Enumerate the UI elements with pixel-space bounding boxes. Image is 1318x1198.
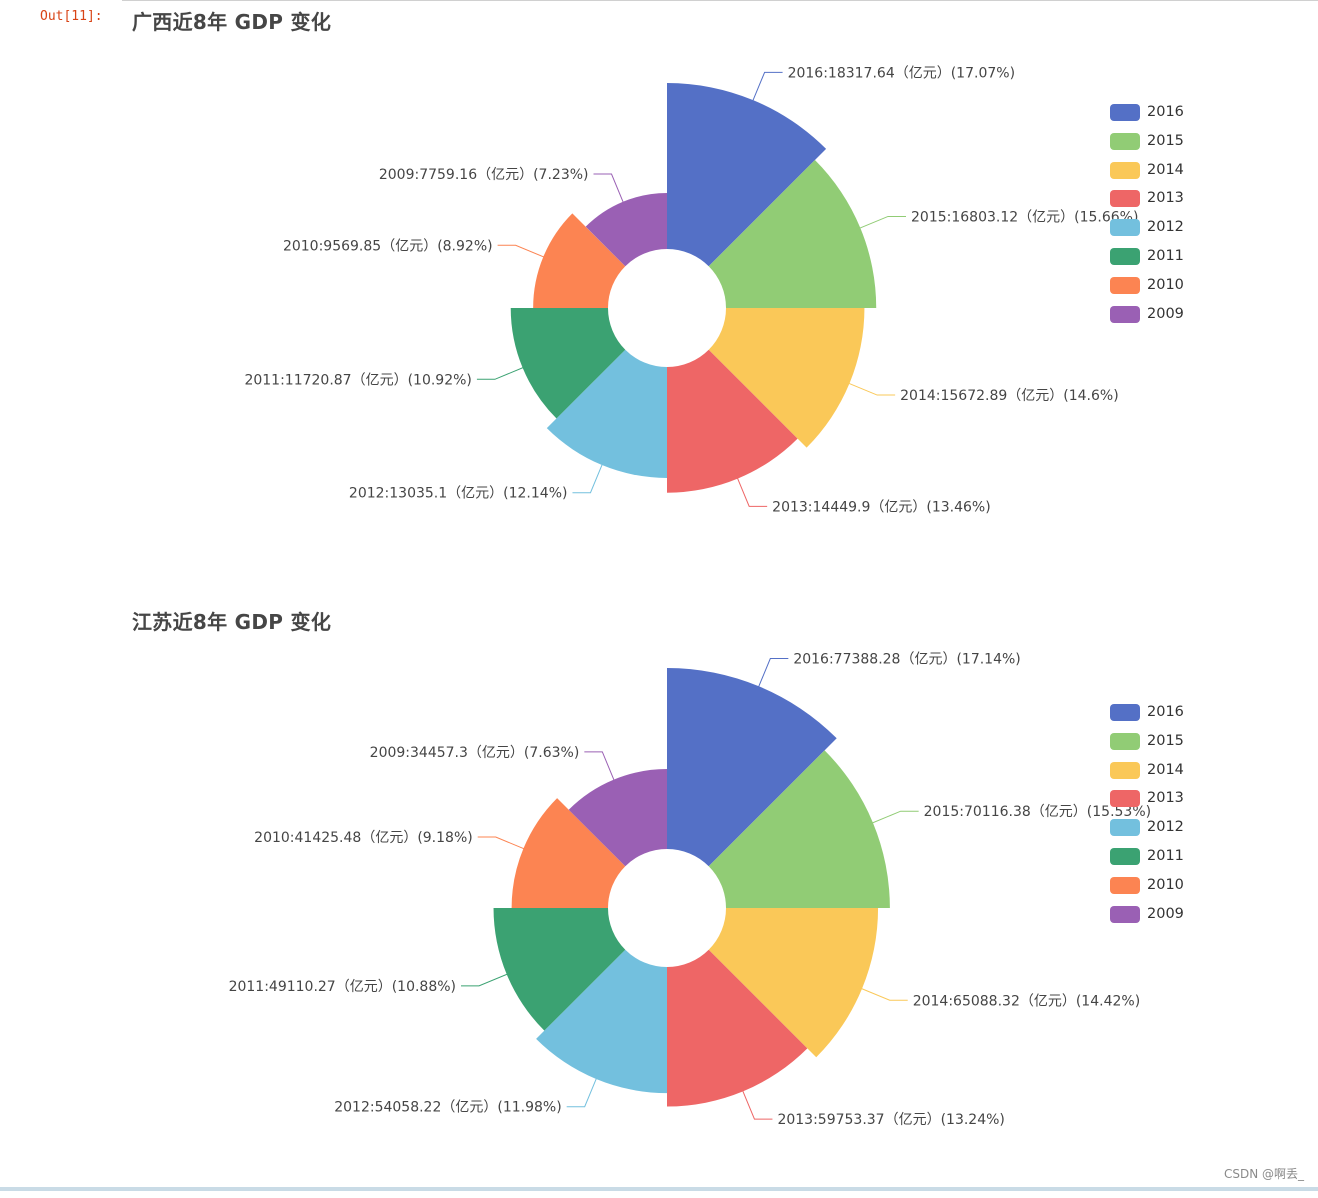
rose-slice-2012[interactable] [546, 349, 667, 478]
legend-label: 2009 [1147, 905, 1184, 922]
bottom-scrollbar-strip [0, 1187, 1318, 1191]
label-leader-line [858, 986, 908, 1001]
rose-slice-2015[interactable] [708, 160, 877, 308]
rose-slice-2012[interactable] [536, 949, 667, 1094]
rose-slice-2013[interactable] [667, 949, 808, 1107]
legend-label: 2013 [1147, 190, 1184, 207]
label-leader-line [477, 836, 528, 851]
rose-slice-2010[interactable] [533, 213, 626, 308]
label-leader-line [735, 474, 768, 507]
legend-swatch [1110, 790, 1140, 808]
slice-data-label: 2010:9569.85（亿元）(8.92%) [283, 238, 493, 254]
slice-data-label: 2014:15672.89（亿元）(14.6%) [900, 388, 1119, 404]
legend-label: 2014 [1147, 161, 1184, 178]
label-leader-line [856, 215, 907, 230]
legend-label: 2015 [1147, 732, 1184, 749]
legend-swatch [1110, 847, 1140, 865]
slice-data-label: 2016:18317.64（亿元）(17.07%) [788, 65, 1015, 81]
legend-swatch [1110, 104, 1140, 121]
rose-slice-2014[interactable] [708, 308, 865, 448]
legend-label: 2010 [1147, 876, 1184, 893]
slice-data-label: 2015:16803.12（亿元）(15.66%) [911, 209, 1138, 225]
legend-label: 2010 [1147, 276, 1184, 293]
notebook-cell-border [122, 0, 1318, 1]
legend-swatch [1110, 819, 1140, 837]
legend-swatch [1110, 905, 1140, 923]
slice-data-label: 2014:65088.32（亿元）(14.42%) [913, 993, 1140, 1009]
legend-swatch [1110, 161, 1140, 179]
rose-slice-2009[interactable] [585, 193, 667, 267]
legend-swatch [1110, 704, 1140, 721]
label-leader-line [584, 751, 616, 784]
legend-swatch [1110, 190, 1140, 208]
slice-data-label: 2013:59753.37（亿元）(13.24%) [777, 1112, 1004, 1128]
slice-data-label: 2012:13035.1（亿元）(12.14%) [349, 486, 568, 502]
legend-swatch [1110, 276, 1140, 294]
legend-label: 2016 [1147, 104, 1184, 120]
label-leader-line [497, 244, 548, 259]
slice-data-label: 2012:54058.22（亿元）(11.98%) [334, 1100, 561, 1116]
label-leader-line [740, 1087, 773, 1120]
legend-swatch [1110, 219, 1140, 237]
label-leader-line [869, 810, 919, 825]
slice-data-label: 2009:7759.16（亿元）(7.23%) [379, 167, 589, 183]
legend-label: 2011 [1147, 247, 1184, 264]
rose-chart-svg: 2016:18317.64（亿元）(17.07%) 2015:16803.12（亿… [244, 65, 1138, 515]
chart-title: 广西近8年 GDP 变化 [132, 10, 332, 34]
slice-data-label: 2016:77388.28（亿元）(17.14%) [793, 652, 1020, 668]
legend-label: 2013 [1147, 790, 1184, 807]
rose-slice-2016[interactable] [667, 668, 837, 867]
rose-slice-2013[interactable] [667, 349, 798, 493]
legend-label: 2016 [1147, 704, 1184, 720]
legend-swatch [1110, 876, 1140, 894]
chart-jiangsu: 江苏近8年 GDP 变化 2016:77388.28（亿元）(17.14%) 20… [120, 600, 1318, 1198]
legend-label: 2009 [1147, 305, 1184, 322]
slice-data-label: 2013:14449.9（亿元）(13.46%) [772, 499, 991, 515]
rose-slice-2014[interactable] [708, 908, 879, 1058]
legend-swatch [1110, 732, 1140, 750]
legend-label: 2015 [1147, 132, 1184, 149]
legend-label: 2012 [1147, 819, 1184, 836]
slice-data-label: 2011:11720.87（亿元）(10.92%) [244, 372, 471, 388]
rose-slice-2009[interactable] [568, 769, 667, 867]
watermark: CSDN @啊丢_ [1223, 1167, 1304, 1181]
rose-slice-2011[interactable] [510, 308, 626, 419]
label-leader-line [751, 71, 783, 105]
chart-guangxi: 广西近8年 GDP 变化 2016:18317.64（亿元）(17.07%) 20… [120, 0, 1318, 598]
output-prompt: Out[11]: [40, 9, 103, 24]
rose-slice-2016[interactable] [667, 83, 827, 267]
label-leader-line [845, 381, 896, 396]
label-leader-line [566, 1075, 599, 1108]
rose-slice-2010[interactable] [511, 798, 626, 908]
label-leader-line [461, 972, 511, 987]
rose-slice-2011[interactable] [493, 908, 626, 1031]
rose-chart-svg: 2016:77388.28（亿元）(17.14%) 2015:70116.38（亿… [229, 652, 1152, 1129]
rose-slice-2015[interactable] [708, 750, 890, 908]
slice-data-label: 2009:34457.3（亿元）(7.63%) [370, 745, 580, 761]
legend-swatch [1110, 247, 1140, 265]
label-leader-line [476, 365, 527, 380]
legend-swatch [1110, 132, 1140, 150]
legend-label: 2012 [1147, 219, 1184, 236]
chart-title: 江苏近8年 GDP 变化 [132, 610, 332, 634]
legend-swatch [1110, 761, 1140, 779]
legend-label: 2011 [1147, 847, 1184, 864]
slice-data-label: 2015:70116.38（亿元）(15.53%) [924, 804, 1151, 820]
slice-data-label: 2011:49110.27（亿元）(10.88%) [229, 979, 456, 995]
label-leader-line [593, 173, 625, 206]
label-leader-line [572, 461, 604, 494]
slice-data-label: 2010:41425.48（亿元）(9.18%) [254, 830, 473, 846]
label-leader-line [756, 658, 789, 691]
legend-swatch [1110, 305, 1140, 323]
legend-label: 2014 [1147, 761, 1184, 778]
